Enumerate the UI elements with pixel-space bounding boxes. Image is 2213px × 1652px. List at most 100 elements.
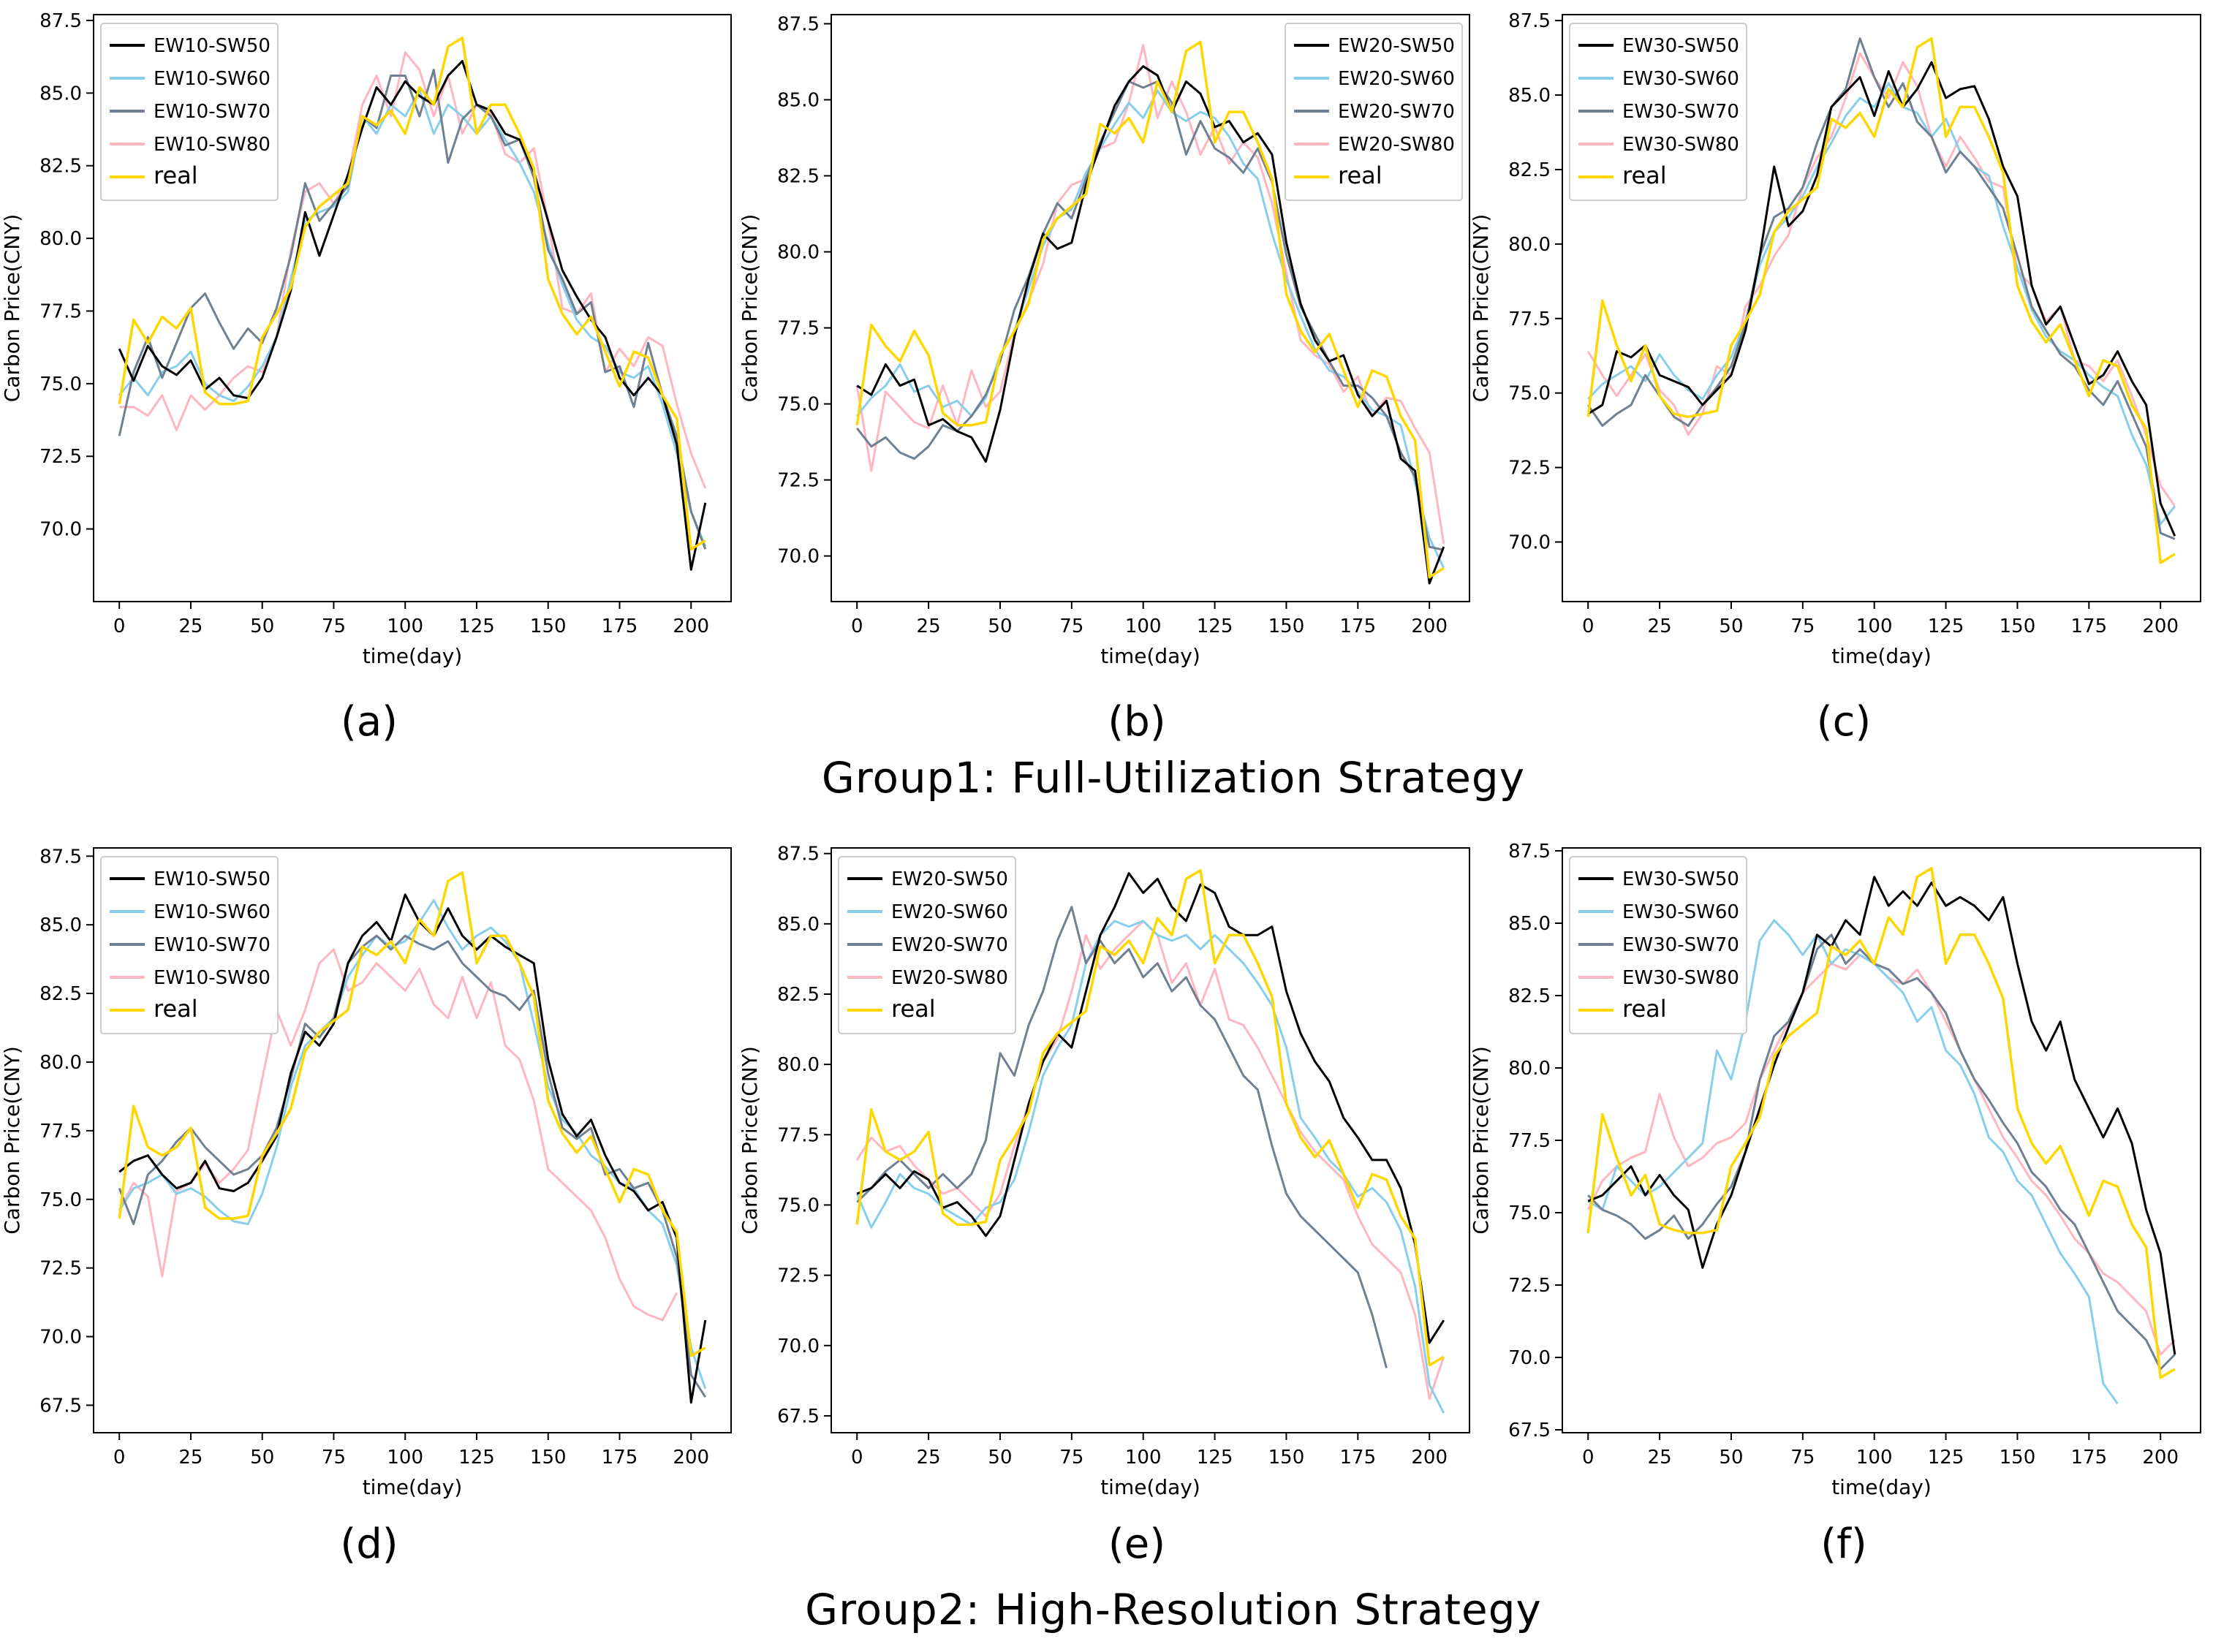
x-tick-label: 25 <box>178 615 203 637</box>
series-line-ew10-sw50 <box>118 893 707 1404</box>
legend-label-sw70: EW10-SW70 <box>154 101 271 123</box>
x-tick-label: 25 <box>178 1447 203 1469</box>
x-tick-label: 50 <box>988 615 1012 637</box>
y-tick-label: 87.5 <box>777 13 820 35</box>
x-tick-label: 0 <box>851 1447 863 1469</box>
y-tick-label: 67.5 <box>777 1406 820 1428</box>
y-axis-label: Carbon Price(CNY) <box>738 1046 762 1235</box>
x-tick-label: 200 <box>1411 1447 1448 1469</box>
y-tick-label: 87.5 <box>777 844 820 865</box>
x-tick-label: 25 <box>917 1447 941 1469</box>
series-line-ew10-sw60 <box>118 88 707 547</box>
y-tick-label: 80.0 <box>777 1054 820 1076</box>
y-tick-label: 87.5 <box>1508 10 1551 32</box>
chart-e: 0 25 50 75 100 125 150 175 200 67.5 70.0 72.5 75.0 77… <box>738 844 1470 1499</box>
x-tick-label: 125 <box>1928 615 1964 637</box>
x-tick-label: 75 <box>1059 1447 1083 1469</box>
x-tick-label: 25 <box>917 615 941 637</box>
y-tick-label: 70.0 <box>777 1335 820 1357</box>
caption-d: (d) <box>340 1520 398 1568</box>
y-tick-label: 75.0 <box>39 1189 82 1211</box>
y-tick-label: 72.5 <box>777 470 820 492</box>
y-tick-label: 75.0 <box>777 394 820 416</box>
x-tick-label: 125 <box>458 1447 495 1469</box>
x-tick-label: 50 <box>250 1447 274 1469</box>
y-tick-label: 85.0 <box>39 914 82 936</box>
y-axis-label: Carbon Price(CNY) <box>0 1046 24 1235</box>
legend-label-sw80: EW10-SW80 <box>154 134 271 156</box>
x-axis-label: time(day) <box>1831 644 1932 668</box>
y-tick-label: 80.0 <box>39 228 82 250</box>
y-tick-label: 85.0 <box>1508 85 1551 107</box>
x-tick-label: 150 <box>2000 615 2036 637</box>
y-tick-label: 75.0 <box>39 374 82 395</box>
y-tick-label: 82.5 <box>1508 159 1551 181</box>
legend-box <box>100 856 279 1034</box>
legend-box <box>1285 23 1463 201</box>
x-tick-label: 175 <box>2071 615 2108 637</box>
series-line-ew30-sw50 <box>1587 876 2176 1355</box>
series-line-real <box>118 37 706 551</box>
legend-label-sw50: EW20-SW50 <box>1338 35 1455 57</box>
legend-label-real: real <box>154 995 198 1023</box>
x-tick-label: 50 <box>250 615 274 637</box>
series-line-real <box>118 871 706 1357</box>
series-line-ew20-sw50 <box>856 872 1445 1344</box>
x-tick-label: 50 <box>988 1447 1012 1469</box>
x-tick-label: 150 <box>2000 1447 2036 1469</box>
y-axis-label: Carbon Price(CNY) <box>1469 1046 1493 1235</box>
x-tick-label: 125 <box>1928 1447 1964 1469</box>
x-tick-label: 125 <box>1197 1447 1233 1469</box>
x-tick-label: 50 <box>1719 1447 1743 1469</box>
legend-box <box>1569 856 1747 1034</box>
x-tick-label: 50 <box>1719 615 1743 637</box>
y-tick-label: 77.5 <box>777 1124 820 1146</box>
legend-label-sw80: EW20-SW80 <box>891 967 1008 989</box>
series-group <box>1586 866 2176 1405</box>
legend-label-sw60: EW10-SW60 <box>154 68 271 90</box>
y-tick-label: 87.5 <box>39 846 82 868</box>
y-tick-label: 67.5 <box>1508 1420 1551 1441</box>
caption-a: (a) <box>340 698 398 746</box>
y-tick-label: 80.0 <box>1508 234 1551 256</box>
y-tick-label: 80.0 <box>1508 1058 1551 1080</box>
series-line-ew20-sw50 <box>856 65 1445 585</box>
x-tick-label: 0 <box>113 1447 126 1469</box>
series-line-ew20-sw70 <box>856 906 1388 1368</box>
x-tick-label: 175 <box>1340 1447 1377 1469</box>
x-tick-label: 75 <box>322 615 346 637</box>
y-tick-label: 85.0 <box>777 89 820 111</box>
y-tick-label: 75.0 <box>777 1194 820 1216</box>
y-tick-label: 82.5 <box>39 156 82 178</box>
x-tick-label: 25 <box>1648 615 1672 637</box>
chart-c: 0 25 50 75 100 125 150 175 200 70.0 72.5 75.0 77.5 80… <box>1469 10 2201 668</box>
series-group <box>855 40 1445 585</box>
series-group <box>1586 37 2176 564</box>
legend-label-sw50: EW20-SW50 <box>891 868 1008 890</box>
chart-d: 0 25 50 75 100 125 150 175 200 67.5 70.0 72.5 75.0 77… <box>0 846 732 1499</box>
legend-label-real: real <box>1622 995 1667 1023</box>
chart-a: 0 25 50 75 100 125 150 175 200 70.0 72.5 75.0 77.5 80… <box>0 10 732 668</box>
x-tick-label: 0 <box>113 615 126 637</box>
x-tick-label: 0 <box>1582 1447 1595 1469</box>
y-tick-label: 82.5 <box>39 983 82 1005</box>
x-tick-label: 150 <box>530 1447 567 1469</box>
y-tick-label: 77.5 <box>1508 1130 1551 1152</box>
x-axis-label: time(day) <box>1100 644 1200 668</box>
series-line-real <box>855 40 1445 579</box>
legend-box <box>100 23 279 201</box>
x-tick-label: 0 <box>1582 615 1595 637</box>
x-tick-label: 75 <box>1790 1447 1815 1469</box>
x-tick-label: 150 <box>1268 1447 1305 1469</box>
legend-label-sw70: EW10-SW70 <box>154 934 271 956</box>
series-group <box>855 869 1445 1414</box>
y-tick-label: 70.0 <box>777 546 820 568</box>
legend-label-sw70: EW20-SW70 <box>1338 101 1455 123</box>
legend-label-real: real <box>891 995 936 1023</box>
y-tick-label: 82.5 <box>777 984 820 1006</box>
y-tick-label: 72.5 <box>39 1258 82 1280</box>
y-tick-label: 77.5 <box>39 1121 82 1143</box>
y-tick-label: 70.0 <box>39 519 82 541</box>
caption-b: (b) <box>1108 698 1166 746</box>
